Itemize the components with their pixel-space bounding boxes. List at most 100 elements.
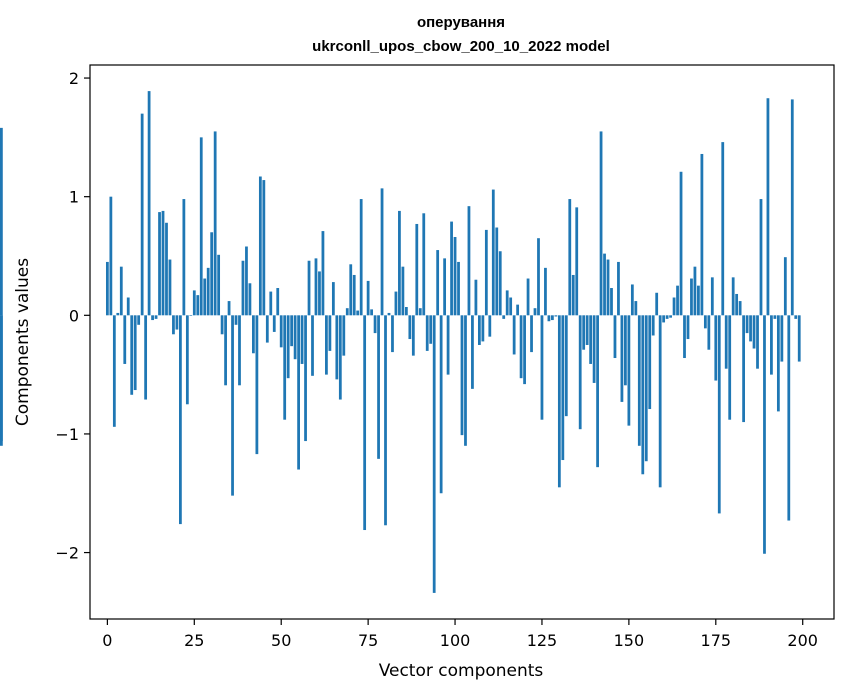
bar-10 — [140, 113, 144, 316]
bar-16 — [161, 210, 165, 316]
chart-title-line-1: оперування — [417, 14, 505, 31]
bar-25 — [192, 290, 196, 316]
bar-56 — [300, 315, 304, 364]
bar-115 — [505, 290, 509, 316]
bar-3 — [116, 312, 120, 316]
bar-74 — [363, 315, 367, 531]
bar-57 — [304, 315, 307, 442]
bar-81 — [387, 312, 391, 316]
bar-18 — [168, 259, 172, 316]
bar-196 — [787, 315, 791, 521]
bar-14 — [154, 315, 158, 319]
bar-31 — [213, 131, 217, 316]
bar-65 — [331, 282, 335, 316]
bar-101 — [457, 261, 460, 316]
bar-15 — [158, 212, 161, 316]
bar-50 — [279, 315, 283, 348]
bar-120 — [523, 315, 526, 385]
bar-168 — [690, 278, 693, 316]
bar-99 — [450, 221, 453, 316]
bar-109 — [484, 229, 488, 316]
bar-187 — [756, 315, 759, 369]
bar-33 — [220, 315, 224, 335]
bar-67 — [338, 315, 342, 400]
bar-75 — [366, 280, 370, 316]
bar-180 — [731, 277, 735, 316]
bar-122 — [530, 315, 533, 353]
bar-6 — [126, 297, 130, 316]
bar-130 — [557, 315, 561, 488]
bar-159 — [658, 315, 662, 488]
bar-95 — [436, 250, 440, 316]
bar-176 — [717, 315, 721, 514]
bar-189 — [763, 315, 766, 554]
bar-17 — [165, 222, 168, 316]
x-tick-label: 25 — [184, 631, 204, 650]
bar-42 — [252, 315, 255, 354]
bar-160 — [662, 315, 666, 323]
bar-69 — [345, 308, 349, 316]
bar-5 — [123, 315, 127, 364]
bar-117 — [512, 315, 516, 355]
bar-147 — [617, 261, 620, 316]
bar-58 — [307, 260, 311, 316]
bar-37 — [234, 315, 238, 325]
bar-35 — [227, 301, 231, 316]
x-tick-label: 175 — [701, 631, 732, 650]
bar-68 — [342, 315, 346, 356]
bar-143 — [603, 253, 606, 316]
bar-20 — [175, 315, 179, 330]
bar-127 — [547, 315, 551, 322]
bar-1 — [109, 196, 113, 316]
bar-158 — [655, 292, 659, 316]
bar-26 — [196, 295, 200, 316]
x-tick-label: 150 — [614, 631, 645, 650]
bar-34 — [224, 315, 227, 386]
bar-48 — [272, 315, 276, 332]
x-axis-label: Vector components — [379, 661, 544, 681]
bar-128 — [551, 315, 554, 321]
bar-145 — [610, 288, 613, 316]
bar-183 — [742, 315, 745, 423]
bar-4 — [119, 266, 123, 316]
bar-174 — [710, 277, 714, 316]
x-tick-label: 100 — [440, 631, 471, 650]
bar-116 — [509, 297, 513, 316]
bar-178 — [724, 315, 728, 369]
bar-105 — [471, 315, 474, 389]
bar-63 — [325, 315, 328, 375]
bar-51 — [283, 315, 287, 420]
bar-86 — [404, 307, 408, 316]
bar-83 — [394, 291, 398, 316]
x-tick-label: 0 — [102, 631, 112, 650]
bar-118 — [516, 304, 520, 316]
bar-106 — [474, 279, 478, 316]
bars-group — [0, 91, 801, 593]
bar-103 — [464, 315, 467, 446]
bar-191 — [770, 315, 773, 375]
bar-104 — [467, 206, 471, 316]
bar-148 — [620, 315, 624, 402]
bar-195 — [783, 257, 787, 316]
bar-190 — [766, 98, 770, 316]
y-tick-label: −2 — [55, 544, 79, 563]
bar-123 — [533, 308, 537, 316]
bar-66 — [335, 315, 339, 380]
bar-134 — [571, 274, 575, 316]
bar-112 — [495, 227, 499, 316]
bar-194 — [780, 315, 784, 362]
x-tick-label: 50 — [271, 631, 291, 650]
bar-146 — [613, 315, 617, 359]
bar-undefined — [0, 315, 3, 442]
y-tick-label: −1 — [55, 425, 79, 444]
bar-162 — [669, 315, 672, 318]
bar-136 — [578, 315, 582, 430]
bar-46 — [265, 315, 269, 343]
bar-62 — [321, 231, 325, 316]
bar-11 — [144, 315, 148, 400]
bar-59 — [311, 315, 314, 376]
bar-97 — [443, 258, 447, 316]
bar-53 — [290, 315, 294, 347]
bar-163 — [672, 297, 676, 316]
